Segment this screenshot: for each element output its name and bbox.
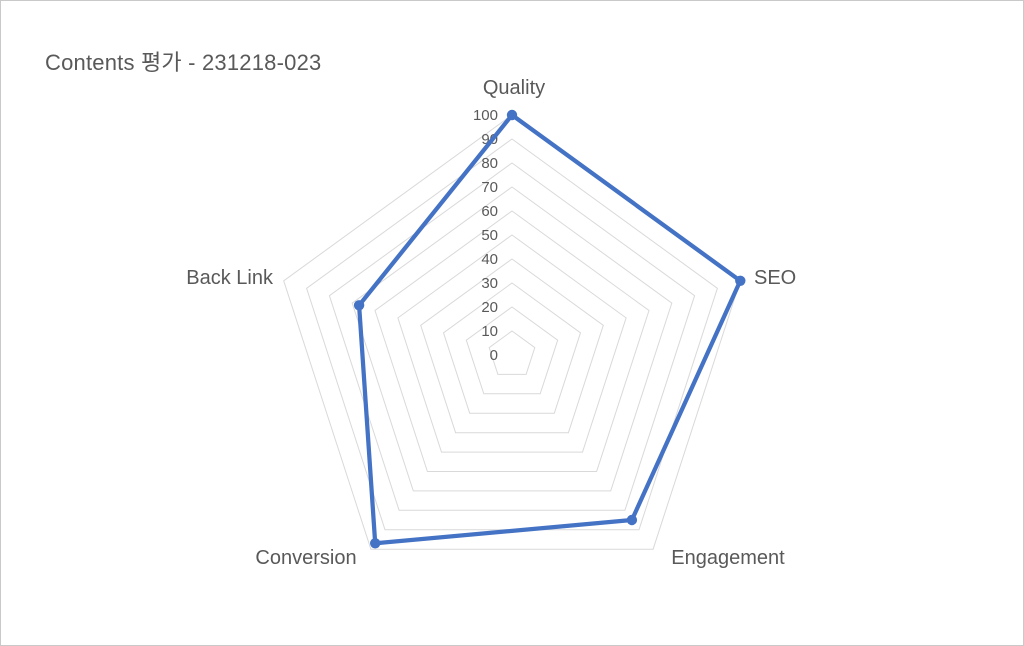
radar-gridline-ring [397, 234, 627, 453]
category-label-back-link: Back Link [186, 267, 274, 289]
radar-gridline-ring [374, 210, 650, 472]
value-axis-tick-label: 40 [481, 251, 498, 268]
category-label-conversion: Conversion [255, 547, 356, 569]
category-label-engagement: Engagement [671, 547, 785, 569]
series-line [356, 112, 743, 546]
category-label-seo: SEO [754, 267, 796, 289]
radar-gridline-ring [488, 330, 536, 375]
radar-gridline-ring [420, 258, 604, 434]
chart-title: Contents 평가 - 231218-023 [45, 50, 322, 75]
category-label-quality: Quality [483, 77, 545, 99]
value-axis-tick-label: 60 [481, 203, 498, 220]
data-point-marker-engagement [626, 514, 638, 526]
data-point-marker-conversion [370, 538, 381, 549]
value-axis-tick-label: 50 [481, 227, 498, 244]
value-axis-tick-label: 20 [481, 299, 498, 316]
data-point-marker-seo [735, 275, 746, 286]
radar-gridline-ring [283, 114, 741, 550]
data-point-marker-quality [506, 109, 518, 121]
value-axis-tick-label: 10 [481, 323, 498, 340]
value-axis-tick-label: 100 [473, 107, 498, 124]
radar-gridline-ring [351, 186, 673, 492]
value-axis-tick-label: 80 [481, 155, 498, 172]
radar-gridline-ring [328, 162, 696, 511]
value-axis-tick-label: 0 [490, 347, 498, 364]
value-axis-tick-label: 30 [481, 275, 498, 292]
value-axis-tick-label: 70 [481, 179, 498, 196]
radar-gridline-ring [442, 282, 582, 414]
radar-gridline-ring [465, 306, 559, 395]
data-point-marker-back-link [353, 300, 365, 311]
